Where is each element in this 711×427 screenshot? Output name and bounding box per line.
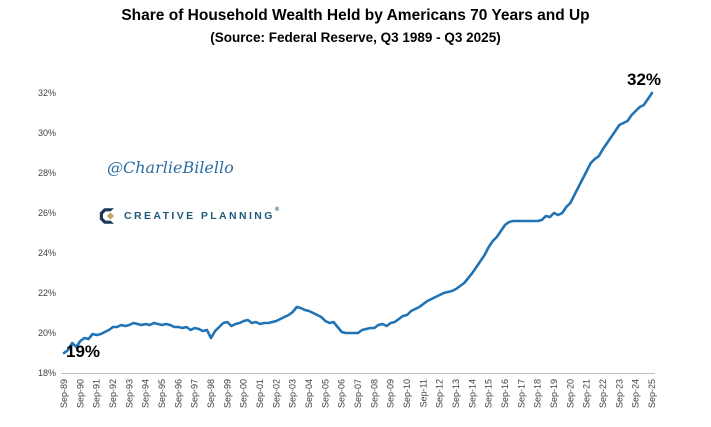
x-tick-label: Sep-02 xyxy=(271,379,281,408)
x-tick-label: Sep-92 xyxy=(108,379,118,408)
wealth-share-line xyxy=(62,91,654,355)
watermark-handle: @CharlieBilello xyxy=(107,158,234,177)
x-tick-label: Sep-25 xyxy=(647,379,657,408)
x-tick-label: Sep-94 xyxy=(141,379,151,408)
x-tick-label: Sep-13 xyxy=(451,379,461,408)
x-tick-label: Sep-07 xyxy=(353,379,363,408)
chart-title: Share of Household Wealth Held by Americ… xyxy=(121,7,590,24)
x-tick-label: Sep-03 xyxy=(288,379,298,408)
x-tick-label: Sep-98 xyxy=(206,379,216,408)
x-tick-label: Sep-90 xyxy=(75,379,85,408)
x-tick-label: Sep-95 xyxy=(157,379,167,408)
y-tick-label: 26% xyxy=(38,208,56,218)
x-tick-label: Sep-04 xyxy=(304,379,314,408)
x-tick-label: Sep-15 xyxy=(484,379,494,408)
x-tick-label: Sep-89 xyxy=(59,379,69,408)
y-tick-label: 28% xyxy=(38,168,56,178)
y-tick-label: 20% xyxy=(38,328,56,338)
x-tick-label: Sep-11 xyxy=(418,379,428,407)
brand-logo: CREATIVE PLANNING® xyxy=(97,206,279,226)
creative-planning-icon xyxy=(97,206,117,226)
x-tick-label: Sep-21 xyxy=(582,379,592,408)
x-tick-label: Sep-22 xyxy=(598,379,608,408)
x-tick-label: Sep-99 xyxy=(222,379,232,408)
y-tick-label: 22% xyxy=(38,288,56,298)
x-tick-label: Sep-14 xyxy=(467,379,477,408)
chart-subtitle: (Source: Federal Reserve, Q3 1989 - Q3 2… xyxy=(210,30,501,45)
y-tick-label: 32% xyxy=(38,88,56,98)
y-tick-label: 18% xyxy=(38,368,56,378)
x-tick-label: Sep-24 xyxy=(631,379,641,408)
x-tick-label: Sep-17 xyxy=(516,379,526,408)
annotation-start-value: 19% xyxy=(66,342,101,361)
x-tick-label: Sep-05 xyxy=(320,379,330,408)
x-tick-label: Sep-93 xyxy=(124,379,134,408)
x-tick-label: Sep-10 xyxy=(402,379,412,408)
x-tick-label: Sep-01 xyxy=(255,379,265,408)
x-tick-label: Sep-09 xyxy=(386,379,396,408)
x-tick-label: Sep-18 xyxy=(533,379,543,408)
annotation-end-value: 32% xyxy=(627,70,662,89)
x-tick-label: Sep-19 xyxy=(549,379,559,408)
x-tick-label: Sep-16 xyxy=(500,379,510,408)
x-tick-label: Sep-91 xyxy=(92,379,102,408)
x-tick-label: Sep-96 xyxy=(173,379,183,408)
x-tick-label: Sep-06 xyxy=(337,379,347,408)
x-tick-label: Sep-23 xyxy=(614,379,624,408)
x-tick-label: Sep-20 xyxy=(565,379,575,408)
x-tick-label: Sep-12 xyxy=(435,379,445,408)
y-tick-label: 30% xyxy=(38,128,56,138)
y-tick-label: 24% xyxy=(38,248,56,258)
x-tick-label: Sep-08 xyxy=(369,379,379,408)
x-tick-label: Sep-97 xyxy=(190,379,200,408)
trademark-symbol: ® xyxy=(274,207,280,213)
x-tick-label: Sep-00 xyxy=(239,379,249,408)
brand-name: CREATIVE PLANNING® xyxy=(124,207,280,222)
